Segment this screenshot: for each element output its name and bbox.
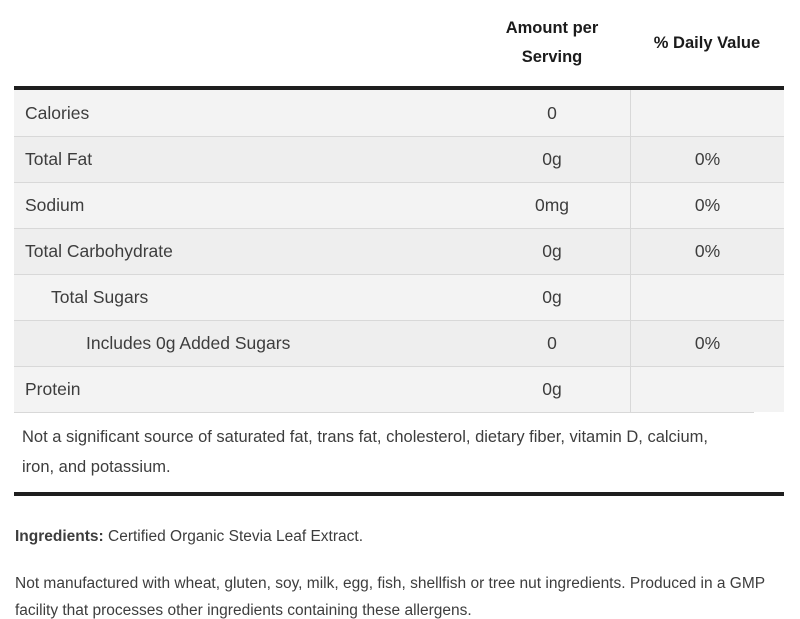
row-daily-value: 0% <box>630 183 784 228</box>
row-amount: 0g <box>542 379 562 399</box>
row-label: Total Sugars <box>51 287 149 307</box>
row-amount: 0g <box>542 149 562 169</box>
row-daily-value: 0% <box>630 229 784 274</box>
row-label: Calories <box>25 102 90 123</box>
row-label: Total Fat <box>25 149 93 169</box>
column-header-amount-per-serving: Amount per Serving <box>505 19 599 66</box>
row-label: Includes 0g Added Sugars <box>86 333 291 353</box>
row-amount: 0 <box>547 333 557 353</box>
table-row-sodium: Sodium 0mg 0% <box>14 182 784 228</box>
nutrition-table-header: Amount per Serving % Daily Value <box>14 0 784 86</box>
row-label: Sodium <box>25 195 85 215</box>
row-daily-value: 0% <box>630 321 784 366</box>
nutrition-table-body: Calories 0 Total Fat 0g 0% Sodium 0mg 0%… <box>14 86 784 496</box>
row-daily-value <box>630 367 784 412</box>
row-daily-value: 0% <box>630 137 784 182</box>
row-amount: 0 <box>547 102 557 123</box>
table-row-total-sugars: Total Sugars 0g <box>14 274 784 320</box>
ingredients-label: Ingredients: <box>15 528 104 545</box>
row-daily-value <box>630 90 784 136</box>
table-row-protein: Protein 0g <box>14 366 784 412</box>
row-amount: 0g <box>542 241 562 261</box>
row-label: Total Carbohydrate <box>25 241 173 261</box>
row-amount: 0mg <box>534 195 570 215</box>
nutrition-table: Amount per Serving % Daily Value Calorie… <box>14 0 784 496</box>
ingredients-line: Ingredients: Certified Organic Stevia Le… <box>14 526 800 548</box>
column-header-daily-value: % Daily Value <box>653 33 761 52</box>
table-row-added-sugars: Includes 0g Added Sugars 0 0% <box>14 320 784 366</box>
row-amount: 0g <box>542 287 562 307</box>
row-label: Protein <box>25 379 81 399</box>
row-daily-value <box>630 275 784 320</box>
ingredients-text: Certified Organic Stevia Leaf Extract. <box>103 528 364 545</box>
allergen-note: Not manufactured with wheat, gluten, soy… <box>15 575 765 619</box>
not-significant-source-footnote: Not a significant source of saturated fa… <box>14 412 754 492</box>
table-row-calories: Calories 0 <box>14 90 784 136</box>
table-row-total-carbohydrate: Total Carbohydrate 0g 0% <box>14 228 784 274</box>
table-row-total-fat: Total Fat 0g 0% <box>14 136 784 182</box>
